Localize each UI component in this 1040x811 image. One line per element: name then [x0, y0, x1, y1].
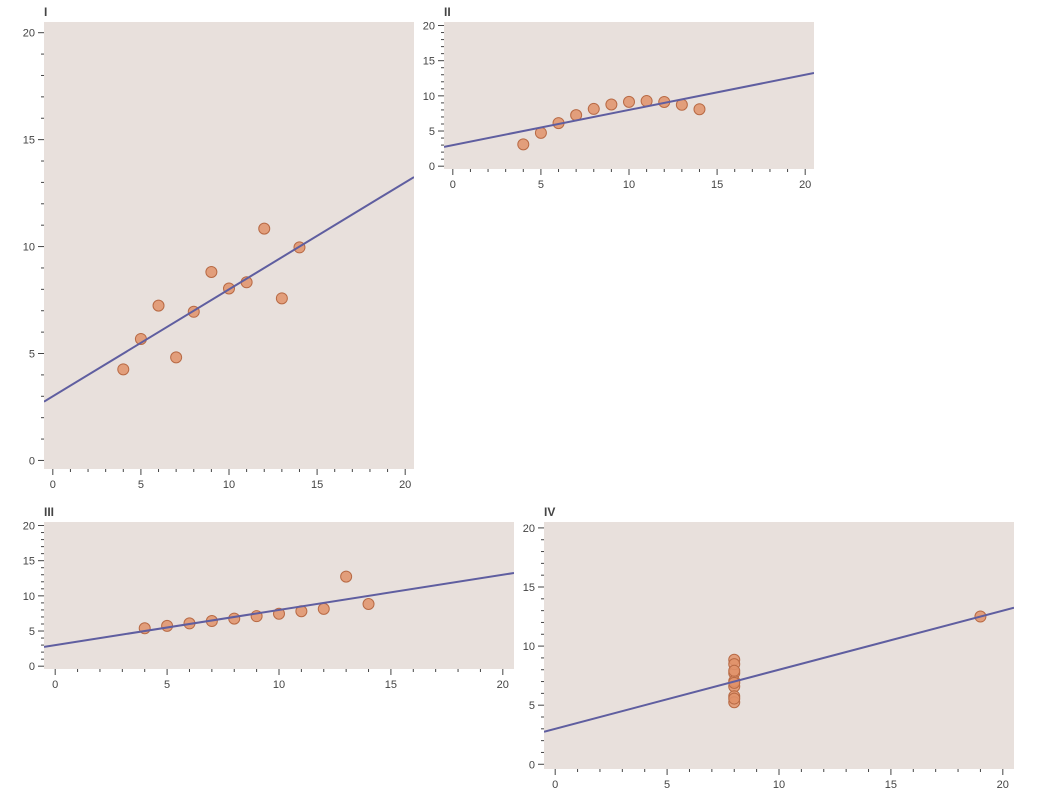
x-axis: 0 5 10 15 20 — [450, 169, 811, 191]
regression-line — [444, 72, 814, 148]
y-tick-label: 0 — [29, 661, 35, 673]
data-points — [728, 610, 987, 709]
data-point — [728, 664, 741, 677]
y-tick-label: 5 — [529, 700, 535, 712]
y-axis: 0 5 10 15 20 — [23, 28, 44, 467]
x-tick-label: 15 — [385, 679, 397, 691]
regression-line — [44, 572, 514, 648]
panel-title: I — [44, 5, 47, 19]
y-tick-label: 15 — [23, 135, 35, 147]
x-axis: 0 5 10 15 20 — [52, 669, 509, 691]
x-tick-label: 0 — [552, 779, 558, 791]
data-point — [258, 222, 271, 235]
x-tick-label: 10 — [773, 779, 785, 791]
y-tick-label: 0 — [29, 455, 35, 467]
y-tick-label: 5 — [429, 126, 435, 138]
data-point — [275, 292, 288, 305]
x-tick-label: 20 — [799, 179, 811, 191]
panel-title: III — [44, 505, 54, 519]
data-point — [170, 351, 183, 364]
x-tick-label: 10 — [623, 179, 635, 191]
y-tick-label: 0 — [529, 759, 535, 771]
data-point — [362, 598, 375, 611]
y-axis: 0 5 10 15 20 — [23, 521, 44, 673]
y-tick-label: 20 — [523, 523, 535, 535]
y-tick-label: 5 — [29, 349, 35, 361]
data-point — [587, 102, 600, 115]
x-tick-label: 5 — [138, 479, 144, 491]
regression-line — [44, 176, 414, 403]
y-tick-label: 15 — [423, 56, 435, 68]
y-axis: 0 5 10 15 20 — [423, 21, 444, 173]
regression-line — [544, 606, 1014, 733]
data-point — [228, 612, 241, 625]
panel-3: III 0 5 10 15 20 0 5 10 15 20 — [23, 505, 514, 691]
x-tick-label: 20 — [497, 679, 509, 691]
x-tick-label: 15 — [311, 479, 323, 491]
x-tick-label: 0 — [52, 679, 58, 691]
data-point — [152, 299, 165, 312]
y-tick-label: 15 — [23, 556, 35, 568]
y-tick-label: 10 — [23, 591, 35, 603]
y-axis: 0 5 10 15 20 — [523, 523, 544, 771]
x-axis: 0 5 10 15 20 — [552, 769, 1009, 791]
y-tick-label: 10 — [23, 242, 35, 254]
data-point — [205, 266, 218, 279]
x-tick-label: 15 — [711, 179, 723, 191]
y-tick-label: 20 — [23, 28, 35, 40]
y-tick-label: 10 — [423, 91, 435, 103]
data-point — [117, 363, 130, 376]
x-tick-label: 0 — [50, 479, 56, 491]
y-tick-label: 10 — [523, 641, 535, 653]
panel-2: II 0 5 10 15 20 0 5 10 15 20 — [423, 5, 814, 191]
data-point — [317, 602, 330, 615]
data-point — [517, 138, 530, 151]
plot-background — [544, 522, 1014, 769]
y-tick-label: 15 — [523, 582, 535, 594]
data-point — [605, 98, 618, 111]
panel-1: I 0 5 10 15 20 0 5 10 15 20 — [23, 5, 414, 491]
x-tick-label: 0 — [450, 179, 456, 191]
x-tick-label: 10 — [273, 679, 285, 691]
y-tick-label: 20 — [23, 521, 35, 533]
x-tick-label: 15 — [885, 779, 897, 791]
data-point — [693, 103, 706, 116]
x-tick-label: 10 — [223, 479, 235, 491]
x-tick-label: 5 — [164, 679, 170, 691]
plot-background — [444, 22, 814, 169]
y-tick-label: 0 — [429, 161, 435, 173]
panel-title: II — [444, 5, 451, 19]
x-tick-label: 20 — [997, 779, 1009, 791]
panel-title: IV — [544, 505, 555, 519]
data-point — [728, 692, 741, 705]
data-point — [340, 570, 353, 583]
x-axis: 0 5 10 15 20 — [50, 469, 411, 491]
x-tick-label: 5 — [538, 179, 544, 191]
panel-4: IV 0 5 10 15 20 0 5 10 15 20 — [523, 505, 1014, 791]
plot-background — [44, 522, 514, 669]
y-tick-label: 20 — [423, 21, 435, 33]
data-point — [161, 619, 174, 632]
x-tick-label: 20 — [399, 479, 411, 491]
data-point — [623, 95, 635, 108]
plot-background — [44, 22, 414, 469]
y-tick-label: 5 — [29, 626, 35, 638]
x-tick-label: 5 — [664, 779, 670, 791]
